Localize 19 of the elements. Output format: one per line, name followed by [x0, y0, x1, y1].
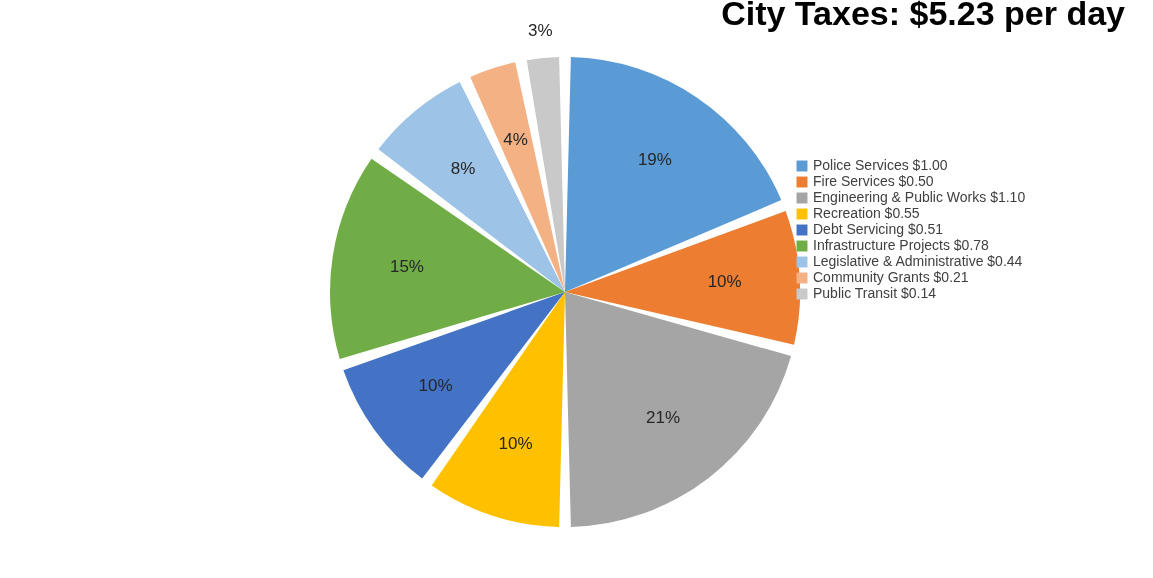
data-label: 10% — [498, 434, 533, 454]
data-label: 10% — [418, 376, 453, 396]
data-label: 8% — [450, 158, 476, 178]
legend-label: Recreation $0.55 — [813, 205, 920, 221]
legend-label: Public Transit $0.14 — [813, 285, 937, 301]
legend-label: Infrastructure Projects $0.78 — [813, 237, 990, 253]
data-label: 19% — [637, 149, 672, 169]
data-label: 4% — [503, 129, 528, 149]
legend-label: Engineering & Public Works $1.10 — [813, 189, 1026, 205]
legend-label: Legislative & Administrative $0.44 — [813, 253, 1023, 269]
legend-label: Police Services $1.00 — [813, 157, 948, 173]
data-label: 10% — [707, 271, 742, 291]
data-label: 15% — [389, 256, 424, 276]
data-label: 3% — [528, 21, 553, 41]
legend-label: Community Grants $0.21 — [813, 269, 969, 285]
legend-label: Debt Servicing $0.51 — [813, 221, 944, 237]
data-label: 21% — [646, 408, 681, 428]
chart-title: City Taxes: $5.23 per day — [721, 0, 1126, 33]
legend-label: Fire Services $0.50 — [813, 173, 934, 189]
